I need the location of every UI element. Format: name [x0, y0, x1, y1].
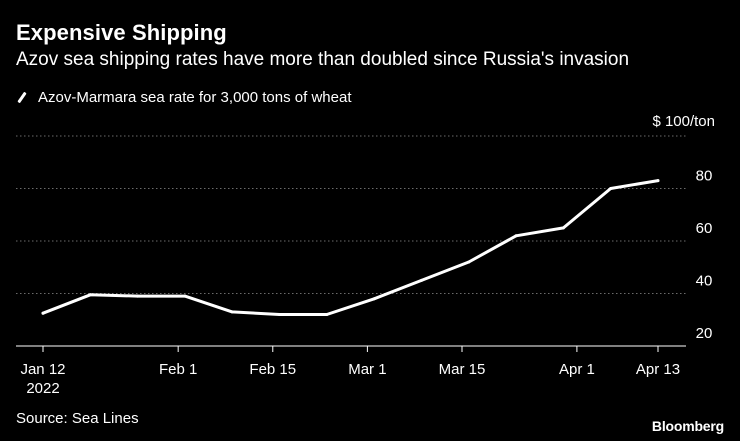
- legend: Azov-Marmara sea rate for 3,000 tons of …: [16, 87, 351, 107]
- data-point-0-9: [467, 260, 471, 264]
- chart-title: Expensive Shipping: [16, 20, 227, 45]
- data-point-0-7: [372, 297, 376, 301]
- y-tick-label-20: 20: [696, 325, 713, 342]
- y-axis-unit-label: $ 100/ton: [652, 113, 715, 130]
- bloomberg-logo: Bloomberg: [651, 418, 724, 434]
- data-point-0-3: [183, 294, 187, 298]
- x-tick-label-3: Mar 1: [348, 361, 386, 378]
- data-point-0-4: [230, 310, 234, 314]
- x-tick-label-1: Feb 1: [159, 361, 197, 378]
- data-point-0-2: [136, 294, 140, 298]
- data-point-0-11: [561, 226, 565, 230]
- data-point-0-0: [41, 311, 45, 315]
- data-point-0-12: [609, 187, 613, 190]
- legend-label: Azov-Marmara sea rate for 3,000 tons of …: [38, 88, 352, 106]
- y-tick-label-80: 80: [696, 168, 713, 185]
- data-point-0-13: [656, 179, 660, 183]
- data-point-0-5: [278, 313, 281, 316]
- data-point-0-6: [325, 313, 329, 316]
- x-tick-sublabel-0: 2022: [26, 380, 59, 397]
- source-note: Source: Sea Lines: [16, 410, 139, 427]
- chart-subtitle: Azov sea shipping rates have more than d…: [16, 49, 630, 70]
- data-point-0-8: [420, 278, 423, 282]
- y-tick-label-60: 60: [696, 220, 713, 237]
- x-tick-label-5: Apr 1: [559, 361, 595, 378]
- x-tick-label-4: Mar 15: [439, 361, 486, 378]
- series-line-0: [41, 179, 660, 316]
- data-point-0-1: [88, 293, 92, 297]
- y-tick-label-40: 40: [696, 273, 713, 290]
- x-tick-label-2: Feb 15: [249, 361, 296, 378]
- data-point-0-10: [514, 234, 518, 238]
- x-tick-label-0: Jan 12: [20, 361, 65, 378]
- x-tick-label-6: Apr 13: [636, 361, 680, 378]
